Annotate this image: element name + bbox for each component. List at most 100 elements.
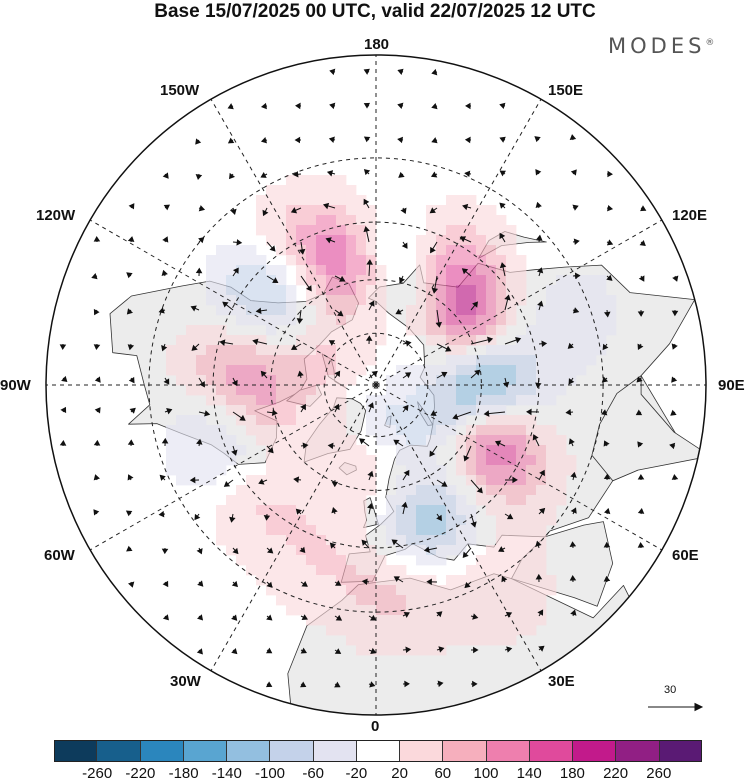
anomaly-cell [336,505,347,516]
wind-vector-head [328,340,336,346]
anomaly-cell [336,245,347,256]
wind-vector-head [60,406,67,414]
anomaly-cell [306,555,317,566]
anomaly-cell [596,345,607,356]
anomaly-cell [256,505,267,516]
anomaly-cell [476,355,487,366]
anomaly-cell [466,425,477,436]
wind-vector-head [499,102,506,109]
anomaly-cell [566,315,577,326]
anomaly-cell [316,365,327,376]
anomaly-cell [346,625,357,636]
anomaly-cell [336,335,347,346]
wind-vector-head [163,204,171,211]
anomaly-cell [516,565,527,576]
anomaly-cell [486,495,497,506]
anomaly-cell [266,425,277,436]
anomaly-cell [186,335,197,346]
anomaly-cell [216,365,227,376]
anomaly-cell [296,335,307,346]
anomaly-cell [316,305,327,316]
anomaly-cell [546,505,557,516]
anomaly-cell [416,575,427,586]
anomaly-cell [596,315,607,326]
anomaly-cell [366,405,377,416]
anomaly-cell [566,355,577,366]
anomaly-cell [466,305,477,316]
wind-vector-head [569,134,577,141]
anomaly-cell [406,645,417,656]
anomaly-cell [466,375,477,386]
anomaly-cell [296,255,307,266]
anomaly-cell [236,405,247,416]
anomaly-cell [456,465,467,476]
anomaly-cell [386,595,397,606]
wind-vector-head [199,381,205,388]
anomaly-cell [306,215,317,226]
anomaly-cell [286,185,297,196]
wind-vector-head [532,434,539,441]
anomaly-cell [526,365,537,376]
anomaly-cell [456,385,467,396]
anomaly-cell [546,385,557,396]
wind-vector-head [499,232,506,240]
anomaly-cell [476,625,487,636]
anomaly-cell [506,225,517,236]
anomaly-cell [306,475,317,486]
anomaly-cell [296,375,307,386]
anomaly-cell [446,315,457,326]
wind-vector-head [363,198,370,206]
anomaly-cell [466,295,477,306]
colorbar-tick-label: -180 [168,765,199,782]
anomaly-cell [566,365,577,376]
anomaly-cell [466,405,477,416]
anomaly-cell [506,525,517,536]
anomaly-cell [256,545,267,556]
anomaly-cell [276,285,287,296]
anomaly-cell [506,595,517,606]
anomaly-cell [326,415,337,426]
wind-vector-head [399,277,406,284]
anomaly-cell [336,435,347,446]
anomaly-cell [526,325,537,336]
wind-vector-head [191,344,198,351]
anomaly-cell [316,605,327,616]
anomaly-cell [316,505,327,516]
anomaly-cell [266,485,277,496]
anomaly-cell [426,525,437,536]
anomaly-cell [516,535,527,546]
map-content [46,55,706,715]
anomaly-cell [476,245,487,256]
anomaly-cell [276,565,287,576]
wind-vector-head [393,576,400,583]
anomaly-cell [586,335,597,346]
anomaly-cell [386,425,397,436]
anomaly-cell [376,585,387,596]
wind-vector-head [637,508,645,514]
anomaly-cell [466,595,477,606]
wind-vector-head [328,136,335,143]
anomaly-cell [406,405,417,416]
anomaly-cell [566,325,577,336]
wind-vector-head [359,438,366,445]
anomaly-cell [546,455,557,466]
anomaly-cell [266,275,277,286]
registered-mark: ® [705,38,715,48]
anomaly-cell [546,345,557,356]
anomaly-cell [176,475,187,486]
anomaly-cell [356,455,367,466]
anomaly-cell [436,365,447,376]
wind-vector-head [229,516,236,523]
wind-vector-head [196,648,203,655]
anomaly-cell [466,455,477,466]
anomaly-cell [406,375,417,386]
anomaly-cell [526,615,537,626]
anomaly-cell [586,295,597,306]
wind-vector-head [483,410,490,417]
anomaly-cell [286,445,297,456]
wind-vector-head [261,102,267,110]
anomaly-cell [446,385,457,396]
wind-vector-head [573,238,580,245]
anomaly-cell [486,365,497,376]
anomaly-cell [486,205,497,216]
